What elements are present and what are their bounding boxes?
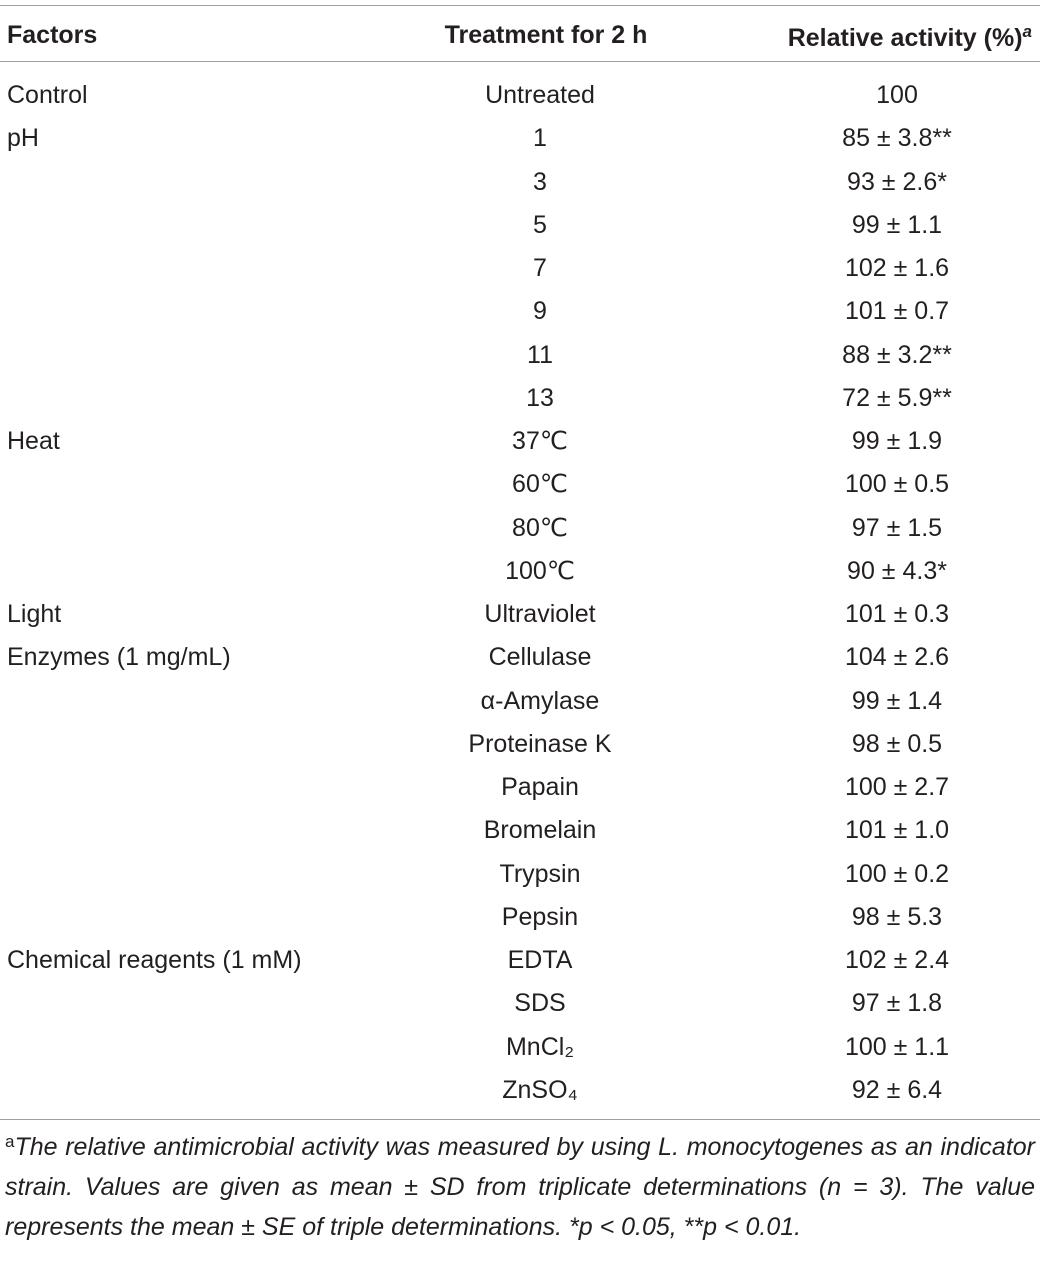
activity-cell: 100 ± 0.5 <box>844 470 950 499</box>
activity-cell: 90 ± 4.3* <box>847 556 947 585</box>
factor-cell: Enzymes (1 mg/mL) <box>7 643 231 672</box>
factor-cell: Chemical reagents (1 mM) <box>7 946 302 975</box>
activity-cell: 93 ± 2.6* <box>847 167 947 196</box>
activity-cell: 102 ± 2.4 <box>844 946 950 975</box>
activity-cell: 97 ± 1.8 <box>851 989 943 1018</box>
activity-cell: 99 ± 1.4 <box>851 686 943 715</box>
treatment-cell: α-Amylase <box>480 686 600 715</box>
treatment-cell: 60℃ <box>512 470 568 499</box>
treatment-cell: 9 <box>533 297 547 326</box>
treatment-cell: 11 <box>527 340 553 369</box>
activity-cell: 104 ± 2.6 <box>844 643 950 672</box>
treatment-cell: 3 <box>533 167 547 196</box>
header-cell: Relative activity (%)a <box>788 17 1032 53</box>
treatment-cell: 100℃ <box>505 556 575 585</box>
treatment-cell: EDTA <box>507 946 573 975</box>
treatment-cell: 80℃ <box>512 513 568 542</box>
treatment-cell: Bromelain <box>483 816 597 845</box>
treatment-cell: Cellulase <box>488 643 592 672</box>
treatment-cell: 37℃ <box>512 427 568 456</box>
activity-cell: 97 ± 1.5 <box>851 513 943 542</box>
activity-cell: 98 ± 5.3 <box>851 902 943 931</box>
activity-cell: 92 ± 6.4 <box>851 1075 943 1104</box>
footnote-text: The relative antimicrobial activity was … <box>5 1133 1035 1241</box>
factor-cell: Light <box>7 600 62 629</box>
header-superscript: a <box>1022 22 1032 41</box>
activity-cell: 101 ± 0.7 <box>844 297 950 326</box>
top-rule <box>0 5 1040 6</box>
header-cell: Treatment for 2 h <box>444 21 648 49</box>
treatment-cell: Untreated <box>485 81 595 109</box>
factor-cell: Control <box>7 81 88 109</box>
activity-cell: 101 ± 0.3 <box>844 600 950 629</box>
header-cell: Factors <box>7 21 98 49</box>
activity-cell: 98 ± 0.5 <box>851 729 943 758</box>
treatment-cell: 7 <box>533 254 547 283</box>
activity-cell: 99 ± 1.9 <box>851 427 943 456</box>
footnote-marker: a <box>5 1132 15 1151</box>
activity-cell: 72 ± 5.9** <box>842 383 952 412</box>
treatment-cell: Proteinase K <box>468 729 612 758</box>
treatment-cell: Trypsin <box>499 859 581 888</box>
activity-cell: 100 <box>876 81 918 109</box>
activity-cell: 102 ± 1.6 <box>844 254 950 283</box>
bottom-rule <box>0 1119 1040 1120</box>
header-rule <box>0 61 1040 62</box>
treatment-cell: Pepsin <box>501 902 579 931</box>
treatment-cell: 5 <box>533 210 547 239</box>
treatment-cell: 1 <box>533 124 547 153</box>
activity-cell: 100 ± 1.1 <box>844 1032 950 1061</box>
treatment-cell: ZnSO₄ <box>502 1075 578 1104</box>
activity-cell: 100 ± 2.7 <box>844 773 950 802</box>
treatment-cell: SDS <box>514 989 566 1018</box>
treatment-cell: Ultraviolet <box>484 600 596 629</box>
header-text: Relative activity (%) <box>787 24 1023 52</box>
factor-cell: pH <box>7 124 39 153</box>
footnote: aThe relative antimicrobial activity was… <box>5 1122 1035 1247</box>
treatment-cell: Papain <box>501 773 579 802</box>
activity-cell: 85 ± 3.8** <box>842 124 952 153</box>
activity-cell: 88 ± 3.2** <box>842 340 952 369</box>
treatment-cell: 13 <box>526 383 554 412</box>
treatment-cell: MnCl₂ <box>505 1032 575 1061</box>
activity-cell: 100 ± 0.2 <box>844 859 950 888</box>
factor-cell: Heat <box>7 427 60 456</box>
activity-cell: 99 ± 1.1 <box>851 210 943 239</box>
activity-cell: 101 ± 1.0 <box>844 816 950 845</box>
